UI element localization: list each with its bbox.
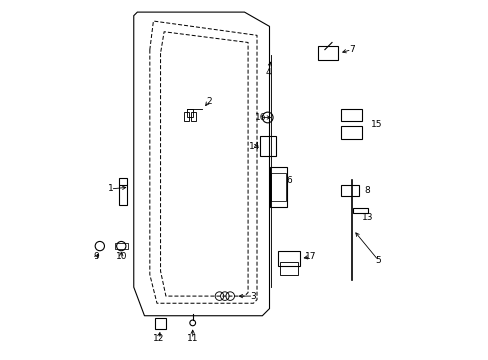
Bar [259,136,275,156]
Text: 11: 11 [186,334,198,343]
Bar [340,109,362,121]
Text: 10: 10 [115,252,127,261]
Text: 17: 17 [304,252,316,261]
Bar [183,112,189,121]
Text: 6: 6 [285,176,291,185]
Text: 16: 16 [254,113,266,122]
Text: 7: 7 [348,45,354,54]
Text: 12: 12 [153,334,164,343]
Text: 9: 9 [93,252,99,261]
Text: 1: 1 [107,184,113,193]
Bar [280,262,298,275]
Bar [318,46,338,60]
Text: 2: 2 [205,97,211,106]
Bar [187,109,192,117]
Bar [271,173,285,202]
Bar [353,207,367,213]
Bar [155,318,165,329]
Bar [340,185,358,196]
Text: 14: 14 [248,141,260,150]
Bar [278,251,299,266]
Bar [269,167,287,207]
Text: 3: 3 [250,292,256,301]
Text: 13: 13 [361,213,373,222]
Text: 5: 5 [375,256,381,265]
Bar [190,112,196,121]
Text: 15: 15 [370,120,382,129]
Bar [115,243,127,249]
Bar [340,126,362,139]
Text: 8: 8 [364,186,370,195]
Bar [119,178,127,205]
Text: 4: 4 [265,68,271,77]
